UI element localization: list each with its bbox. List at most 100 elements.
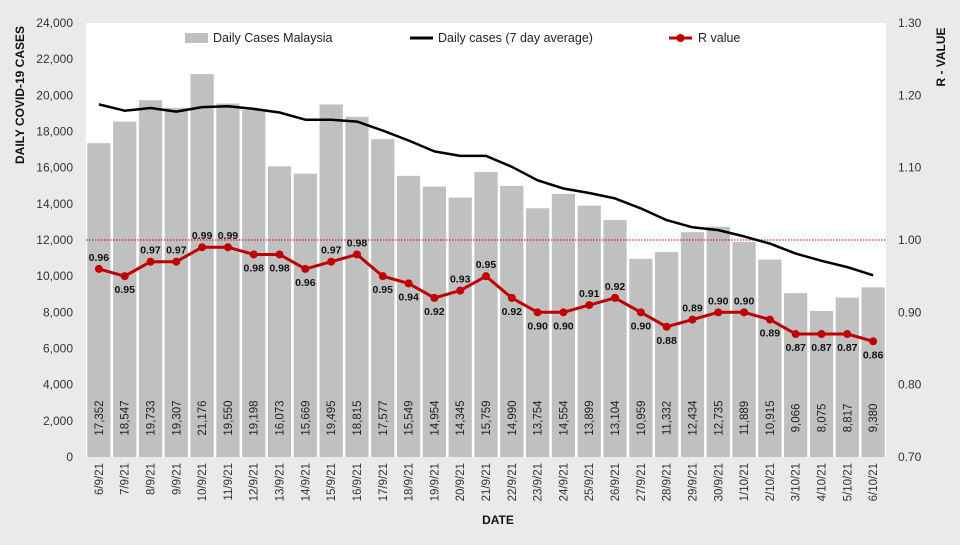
x-tick-label: 20/9/21 xyxy=(455,463,467,501)
r-value-label: 0.93 xyxy=(450,274,471,286)
bar-value-label: 14,554 xyxy=(558,400,570,436)
r-value-marker xyxy=(352,250,361,259)
x-tick-label: 3/10/21 xyxy=(791,463,803,501)
x-tick-label: 18/9/21 xyxy=(404,463,416,501)
r-value-label: 0.90 xyxy=(631,320,652,332)
r-value-label: 0.98 xyxy=(269,262,290,274)
bar-value-label: 19,550 xyxy=(223,400,235,435)
bar-value-label: 21,176 xyxy=(197,400,209,435)
bar-value-label: 13,899 xyxy=(584,400,596,435)
bar xyxy=(732,242,756,457)
x-tick-label: 2/10/21 xyxy=(765,463,777,501)
x-tick-label: 28/9/21 xyxy=(662,463,674,501)
bar-value-label: 19,495 xyxy=(326,400,338,435)
r-value-marker xyxy=(120,272,129,281)
r-value-label: 0.87 xyxy=(785,342,806,354)
r-value-label: 0.90 xyxy=(553,320,574,332)
bar-value-label: 12,735 xyxy=(713,400,725,435)
r-value-label: 0.99 xyxy=(192,230,213,242)
bar-series xyxy=(87,74,885,458)
x-tick-label: 14/9/21 xyxy=(300,463,312,501)
r-value-marker xyxy=(869,337,878,346)
x-tick-label: 29/9/21 xyxy=(687,463,699,501)
bar-value-label: 8,075 xyxy=(816,404,828,433)
x-tick-label: 6/10/21 xyxy=(868,463,880,501)
bar xyxy=(655,252,679,457)
x-tick-label: 9/9/21 xyxy=(171,463,183,495)
r-value-marker xyxy=(198,243,207,252)
r-value-marker xyxy=(249,250,258,259)
r-value-marker xyxy=(714,308,723,317)
r-value-marker xyxy=(94,264,103,273)
r-value-label: 0.90 xyxy=(527,320,548,332)
x-tick-label: 4/10/21 xyxy=(816,463,828,501)
legend-avg-label: Daily cases (7 day average) xyxy=(438,31,593,45)
bar-value-label: 14,990 xyxy=(507,400,519,435)
x-tick-label: 12/9/21 xyxy=(249,463,261,501)
bar-value-label: 17,577 xyxy=(378,400,390,435)
legend: Daily Cases Malaysia Daily cases (7 day … xyxy=(185,31,740,45)
y-tick-label: 16,000 xyxy=(36,161,73,175)
r-value-labels: 0.96 0.95 0.97 0.97 0.99 0.99 0.98 0.98 0.96 0.97… xyxy=(89,230,884,361)
r-value-label: 0.96 xyxy=(295,277,316,289)
y-tick-label: 6,000 xyxy=(43,342,73,356)
r-value-marker xyxy=(378,272,387,281)
bar xyxy=(551,193,576,457)
bar xyxy=(680,232,705,457)
bar-value-label: 14,954 xyxy=(429,400,441,436)
r-value-label: 0.98 xyxy=(347,237,368,249)
x-tick-label: 5/10/21 xyxy=(842,463,854,501)
bar-value-label: 17,352 xyxy=(94,400,106,435)
legend-r-marker xyxy=(676,34,685,42)
bar xyxy=(345,116,369,457)
x-tick-label: 27/9/21 xyxy=(636,463,648,501)
r-value-label: 0.88 xyxy=(656,335,677,347)
y2-tick-label: 1.00 xyxy=(898,233,922,247)
bar xyxy=(603,220,627,457)
bar xyxy=(216,103,240,458)
y-tick-label: 18,000 xyxy=(36,125,73,139)
bar xyxy=(190,74,214,458)
bar-value-label: 10,915 xyxy=(765,400,777,435)
bar-value-label: 13,104 xyxy=(610,400,622,436)
x-tick-label: 15/9/21 xyxy=(326,463,338,501)
r-value-marker xyxy=(172,257,181,266)
r-value-marker xyxy=(301,264,310,273)
bar xyxy=(448,197,472,457)
bar-value-label: 18,547 xyxy=(120,400,132,435)
bar xyxy=(577,205,601,457)
bar-value-label: 16,073 xyxy=(275,400,287,435)
x-tick-label: 6/9/21 xyxy=(94,463,106,495)
r-value-marker xyxy=(585,301,594,310)
r-value-marker xyxy=(791,330,800,339)
bar xyxy=(164,107,188,457)
bar-value-label: 11,332 xyxy=(662,401,674,435)
bar-value-label: 12,434 xyxy=(687,400,699,436)
bar xyxy=(809,310,834,457)
r-value-label: 0.91 xyxy=(579,288,600,300)
r-value-marker xyxy=(223,243,232,252)
bar-value-label: 15,549 xyxy=(404,400,416,435)
bar-value-label: 15,759 xyxy=(481,400,493,435)
r-value-label: 0.97 xyxy=(166,245,187,257)
right-axis-ticks: 0.70 0.80 0.90 1.00 1.10 1.20 1.30 xyxy=(898,16,922,464)
bar xyxy=(242,109,266,457)
x-tick-label: 11/9/21 xyxy=(223,463,235,501)
r-value-label: 0.92 xyxy=(605,281,626,293)
y-tick-label: 12,000 xyxy=(36,233,73,247)
y-tick-label: 22,000 xyxy=(36,52,73,66)
r-value-marker xyxy=(456,286,465,295)
y-tick-label: 8,000 xyxy=(43,305,73,319)
x-tick-label: 19/9/21 xyxy=(429,463,441,501)
bar-value-label: 14,345 xyxy=(455,400,467,435)
bar-value-label: 8,817 xyxy=(842,404,854,433)
bar xyxy=(861,287,885,457)
r-value-label: 0.89 xyxy=(760,328,781,340)
r-value-label: 0.92 xyxy=(502,306,523,318)
r-value-marker xyxy=(146,257,155,266)
y2-tick-label: 1.20 xyxy=(898,88,922,102)
bar-value-label: 10,959 xyxy=(636,400,648,435)
y2-tick-label: 0.70 xyxy=(898,450,922,464)
r-value-marker xyxy=(636,308,645,317)
average-line xyxy=(98,103,874,277)
